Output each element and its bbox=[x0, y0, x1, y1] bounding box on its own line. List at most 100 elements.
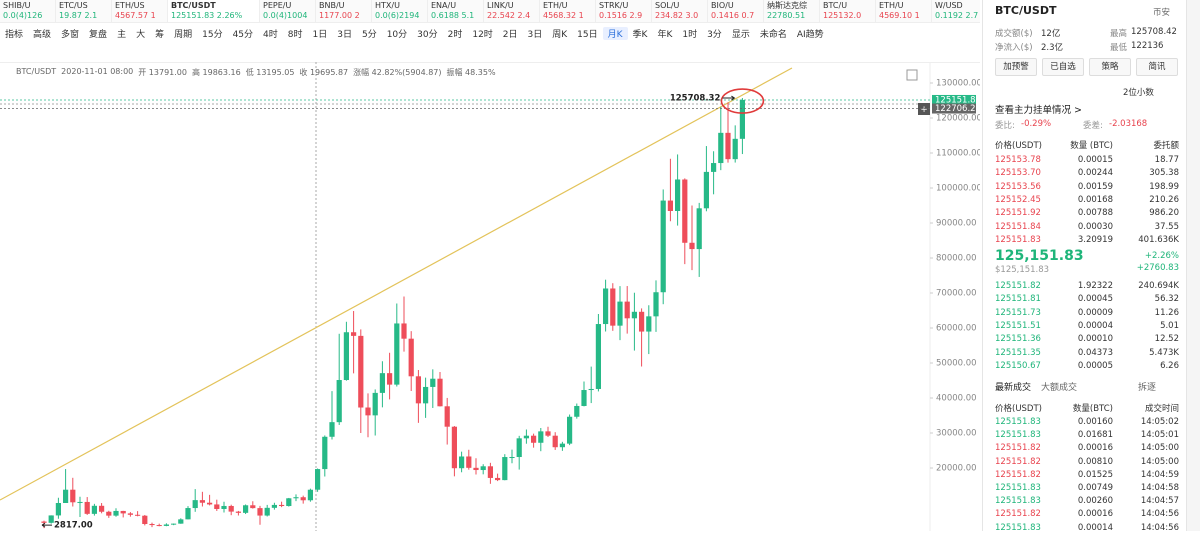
toolbar-item[interactable]: 2日 bbox=[502, 29, 518, 40]
toolbar-item[interactable]: 1日 bbox=[312, 29, 328, 40]
toolbar-item[interactable]: 筹 bbox=[155, 29, 165, 40]
ticker[interactable]: STRK/U 0.1516 2.9 bbox=[596, 0, 652, 22]
book-amount: 240.694K bbox=[1138, 281, 1179, 291]
candle-body bbox=[322, 436, 328, 470]
book-price: 125152.45 bbox=[995, 194, 1041, 205]
toolbar-item[interactable]: 3日 bbox=[527, 29, 543, 40]
stat-value: 122136 bbox=[1131, 41, 1164, 51]
ticker[interactable]: SHIB/U 0.0(4)126 bbox=[0, 0, 56, 22]
candle-body bbox=[171, 523, 177, 525]
trade-qty: 0.01681 bbox=[1077, 430, 1113, 441]
ticker-price: 0.6188 5.1 bbox=[431, 11, 475, 20]
ticker-name: BIO/U bbox=[711, 1, 734, 10]
trade-tab[interactable]: 最新成交 bbox=[995, 383, 1032, 393]
y-tick-label: 80000.00 bbox=[936, 254, 977, 264]
toolbar-item[interactable]: 周K bbox=[552, 29, 568, 40]
ticker[interactable]: BTC/U 125132.0 bbox=[820, 0, 876, 22]
candle-body bbox=[610, 288, 616, 326]
stat-label: 最低 bbox=[1110, 43, 1128, 53]
candle-body bbox=[423, 386, 429, 404]
toolbar-item[interactable]: 季K bbox=[632, 29, 648, 40]
chart-info-item: 振幅 48.35% bbox=[446, 68, 496, 77]
candle-body bbox=[466, 456, 472, 468]
toolbar-item[interactable]: 12时 bbox=[472, 29, 493, 40]
candle-body bbox=[207, 502, 213, 505]
candle-body bbox=[646, 316, 652, 332]
ticker[interactable]: ENA/U 0.6188 5.1 bbox=[428, 0, 484, 22]
toolbar-item[interactable]: 45分 bbox=[232, 29, 254, 40]
trade-tab[interactable]: 大额成交 bbox=[1041, 383, 1078, 393]
expand-icon[interactable] bbox=[906, 69, 918, 81]
book-qty: 0.00015 bbox=[1077, 155, 1113, 165]
column-header: 价格(USDT) bbox=[995, 404, 1042, 414]
toolbar-item[interactable]: 10分 bbox=[386, 29, 408, 40]
toolbar-item[interactable]: 显示 bbox=[731, 29, 750, 40]
ticker[interactable]: ETH/U 4569.10 1 bbox=[876, 0, 932, 22]
candle-body bbox=[41, 521, 47, 523]
toolbar-item[interactable]: 主 bbox=[117, 29, 127, 40]
toolbar-item[interactable]: 大 bbox=[136, 29, 146, 40]
toolbar-item[interactable]: 2时 bbox=[447, 29, 463, 40]
ticker[interactable]: BNB/U 1177.00 2 bbox=[316, 0, 372, 22]
precision: 2位小数 bbox=[1123, 88, 1154, 98]
add-icon: + bbox=[920, 105, 927, 115]
ticker[interactable]: BTC/USDT 125151.83 2.26% bbox=[168, 0, 260, 22]
price-tag bbox=[932, 103, 976, 114]
panel-button[interactable]: 已自选 bbox=[1042, 58, 1084, 76]
ticker[interactable]: ETH/US 4567.57 1 bbox=[112, 0, 168, 22]
high-arrow bbox=[722, 95, 736, 101]
toolbar-item[interactable]: AI趋势 bbox=[796, 29, 824, 40]
ticker-name: 纳斯达克综 bbox=[767, 1, 807, 10]
toolbar-item[interactable]: 复盘 bbox=[89, 29, 108, 40]
ticker[interactable]: ETH/U 4568.32 1 bbox=[540, 0, 596, 22]
toolbar-item[interactable]: 3分 bbox=[707, 29, 722, 40]
toolbar-item[interactable]: 高级 bbox=[33, 29, 52, 40]
y-tick-label: 120000.00 bbox=[936, 114, 980, 124]
trade-tab[interactable]: 拆逐 bbox=[1138, 383, 1157, 393]
ticker-name: ETH/U bbox=[879, 1, 904, 10]
toolbar-item[interactable]: 8时 bbox=[287, 29, 303, 40]
toolbar-item[interactable]: 1时 bbox=[682, 29, 698, 40]
ticker[interactable]: SOL/U 234.82 3.0 bbox=[652, 0, 708, 22]
book-qty: 3.20919 bbox=[1077, 234, 1113, 245]
toolbar-item[interactable]: 年K bbox=[657, 29, 673, 40]
candle-body bbox=[235, 511, 241, 513]
panel-button[interactable]: 策略 bbox=[1089, 58, 1131, 76]
ticker[interactable]: BIO/U 0.1416 0.7 bbox=[708, 0, 764, 22]
ticker[interactable]: PEPE/U 0.0(4)1004 bbox=[260, 0, 316, 22]
ticker-price: 22.542 2.4 bbox=[487, 11, 531, 20]
toolbar-item[interactable]: 3日 bbox=[337, 29, 352, 40]
ticker[interactable]: ETC/US 19.87 2.1 bbox=[56, 0, 112, 22]
ticker[interactable]: HTX/U 0.0(6)2194 bbox=[372, 0, 428, 22]
ticker-price: 0.1516 2.9 bbox=[599, 11, 643, 20]
y-tick-label: 60000.00 bbox=[936, 324, 977, 334]
toolbar-item[interactable]: 15分 bbox=[202, 29, 223, 40]
candle-body bbox=[523, 435, 529, 439]
toolbar-item[interactable]: 指标 bbox=[5, 29, 24, 40]
trade-qty: 0.00749 bbox=[1077, 483, 1113, 493]
trade-price: 125151.82 bbox=[995, 456, 1041, 467]
toolbar-item[interactable]: 30分 bbox=[417, 29, 438, 40]
add-button[interactable] bbox=[918, 103, 930, 115]
toolbar-item[interactable]: 15日 bbox=[577, 29, 598, 40]
low-label: 2817.00 bbox=[54, 521, 93, 531]
toolbar-item[interactable]: 5分 bbox=[361, 29, 377, 40]
candle-body bbox=[163, 524, 169, 526]
toolbar-item[interactable]: 未命名 bbox=[759, 29, 787, 40]
toolbar-item[interactable]: 月K bbox=[602, 26, 628, 40]
ticker-price: 0.1192 2.7 bbox=[935, 11, 979, 20]
trade-price: 125151.83 bbox=[995, 430, 1041, 441]
panel-button[interactable]: 简讯 bbox=[1136, 58, 1178, 76]
toolbar-item[interactable]: 周期 bbox=[174, 29, 193, 40]
trade-qty: 0.00016 bbox=[1077, 509, 1113, 520]
toolbar-item[interactable]: 多窗 bbox=[61, 29, 80, 40]
y-tick-label: 100000.00 bbox=[936, 184, 980, 194]
ticker-bar: SHIB/U 0.0(4)126 ETC/US 19.87 2.1 ETH/US 4567… bbox=[0, 0, 980, 23]
candle-body bbox=[682, 179, 688, 243]
toolbar-item[interactable]: 4时 bbox=[263, 29, 278, 40]
panel-button[interactable]: 加预警 bbox=[995, 58, 1037, 76]
ticker[interactable]: W/USD 0.1192 2.7 bbox=[932, 0, 980, 22]
ticker[interactable]: LINK/U 22.542 2.4 bbox=[484, 0, 540, 22]
ticker-price: 0.1416 0.7 bbox=[711, 11, 755, 20]
